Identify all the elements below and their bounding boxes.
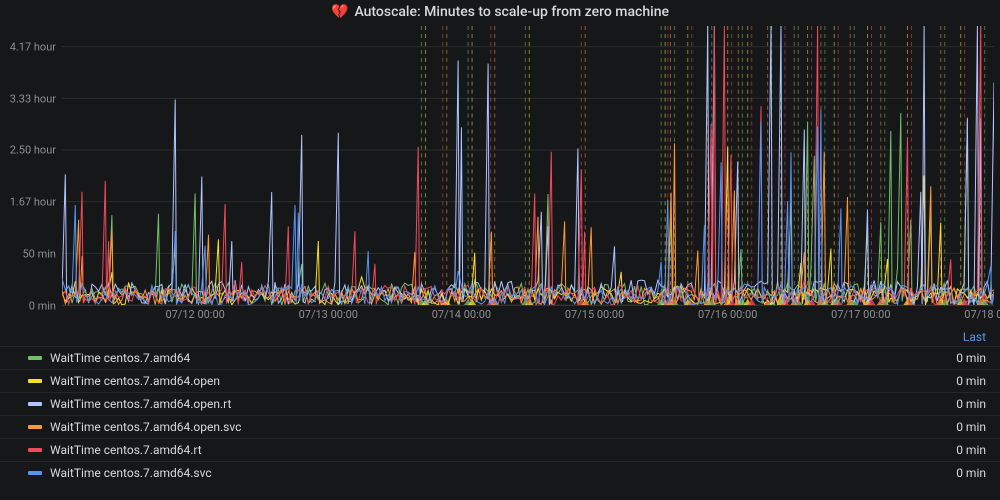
legend-row[interactable]: WaitTime centos.7.amd64.open.svc0 min (0, 415, 1000, 438)
legend-row[interactable]: WaitTime centos.7.amd640 min (0, 346, 1000, 369)
y-tick-label: 2.50 hour (10, 144, 56, 157)
chart-panel: 💔 Autoscale: Minutes to scale-up from ze… (0, 0, 1000, 500)
legend-label: WaitTime centos.7.amd64.open.svc (50, 420, 956, 434)
legend-label: WaitTime centos.7.amd64.svc (50, 466, 956, 480)
legend-swatch (28, 425, 42, 429)
y-tick-label: 50 min (23, 248, 57, 261)
legend-row[interactable]: WaitTime centos.7.amd64.svc0 min (0, 461, 1000, 484)
legend-value: 0 min (956, 397, 986, 411)
y-tick-label: 1.67 hour (10, 196, 56, 209)
plot-region[interactable] (62, 26, 994, 306)
panel-title-row[interactable]: 💔 Autoscale: Minutes to scale-up from ze… (0, 0, 1000, 26)
legend-value: 0 min (956, 443, 986, 457)
x-tick-label: 07/15 00:00 (565, 308, 624, 321)
x-tick-label: 07/16 00:00 (698, 308, 757, 321)
legend-swatch (28, 402, 42, 406)
y-tick-label: 0 min (29, 300, 56, 313)
x-axis: 07/12 00:00 07/13 00:00 07/14 00:00 07/15 0… (62, 308, 994, 326)
legend: WaitTime centos.7.amd640 minWaitTime cen… (0, 346, 1000, 500)
legend-value: 0 min (956, 351, 986, 365)
legend-swatch (28, 379, 42, 383)
x-tick-label: 07/17 00:00 (831, 308, 890, 321)
legend-value: 0 min (956, 374, 986, 388)
x-tick-label: 07/13 00:00 (299, 308, 358, 321)
legend-row[interactable]: WaitTime centos.7.amd64.open.rt0 min (0, 392, 1000, 415)
y-tick-label: 3.33 hour (10, 92, 56, 105)
panel-title: Autoscale: Minutes to scale-up from zero… (354, 4, 669, 20)
legend-label: WaitTime centos.7.amd64 (50, 351, 956, 365)
legend-swatch (28, 356, 42, 360)
chart-area[interactable]: 0 min 50 min 1.67 hour 2.50 hour 3.33 hour 4.… (0, 26, 1000, 326)
legend-label: WaitTime centos.7.amd64.open (50, 374, 956, 388)
legend-value: 0 min (956, 420, 986, 434)
legend-row[interactable]: WaitTime centos.7.amd64.rt0 min (0, 438, 1000, 461)
broken-heart-icon: 💔 (331, 4, 348, 20)
x-tick-label: 07/12 00:00 (165, 308, 224, 321)
legend-label: WaitTime centos.7.amd64.open.rt (50, 397, 956, 411)
legend-swatch (28, 471, 42, 475)
legend-swatch (28, 448, 42, 452)
legend-header-last[interactable]: Last (0, 326, 1000, 346)
legend-row[interactable]: WaitTime centos.7.amd64.open0 min (0, 369, 1000, 392)
x-tick-label: 07/18 00:00 (964, 308, 1000, 321)
y-axis: 0 min50 min1.67 hour2.50 hour3.33 hour4.… (0, 26, 62, 306)
legend-label: WaitTime centos.7.amd64.rt (50, 443, 956, 457)
x-tick-label: 07/14 00:00 (432, 308, 491, 321)
y-tick-label: 4.17 hour (10, 40, 56, 53)
legend-value: 0 min (956, 466, 986, 480)
